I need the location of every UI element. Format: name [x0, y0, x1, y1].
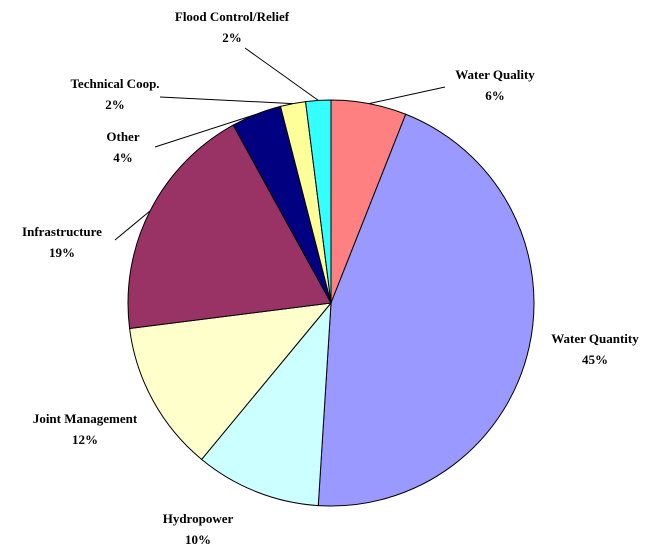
slice-label: Other [106, 129, 139, 144]
leader-line [154, 113, 257, 148]
slice-value-label: 12% [72, 432, 98, 447]
slice-label: Infrastructure [22, 224, 102, 239]
pie-slice [200, 301, 332, 507]
slice-label: Technical Coop. [70, 76, 159, 91]
slice-value-label: 10% [185, 532, 211, 547]
pie-slice [127, 124, 332, 330]
slice-label: Flood Control/Relief [175, 9, 290, 24]
slice-label: Water Quantity [551, 331, 639, 346]
slice-value-label: 2% [222, 30, 242, 45]
leader-line [159, 96, 293, 105]
slice-value-label: 4% [113, 150, 133, 165]
slice-value-label: 6% [485, 88, 505, 103]
slice-label: Hydropower [163, 511, 234, 526]
leader-line [368, 86, 446, 105]
pie-slice [129, 302, 333, 461]
slice-value-label: 19% [49, 245, 75, 260]
slice-label: Water Quality [455, 67, 535, 82]
slice-value-label: 2% [105, 97, 125, 112]
pie-slice [317, 113, 535, 507]
leader-line [244, 47, 319, 101]
leader-line [114, 210, 151, 241]
slice-label: Joint Management [33, 411, 138, 426]
slice-value-label: 45% [582, 352, 608, 367]
